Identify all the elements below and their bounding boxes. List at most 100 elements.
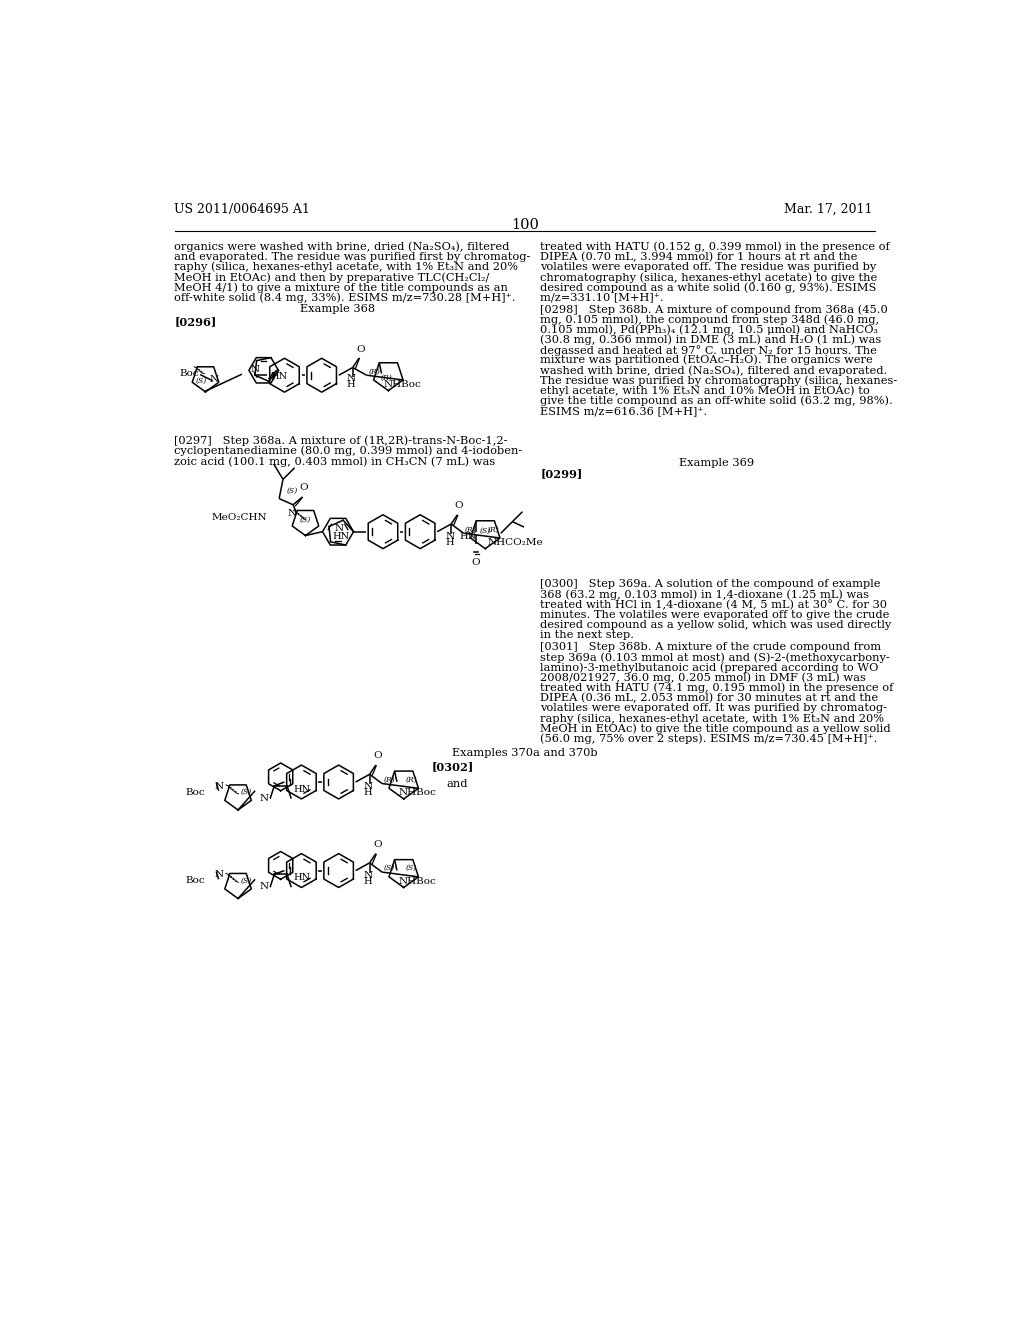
Text: N: N bbox=[210, 375, 219, 384]
Text: (56.0 mg, 75% over 2 steps). ESIMS m/z=730.45 [M+H]⁺.: (56.0 mg, 75% over 2 steps). ESIMS m/z=7… bbox=[541, 734, 878, 744]
Text: N: N bbox=[364, 783, 373, 791]
Text: N: N bbox=[259, 883, 268, 891]
Text: MeO₂CHN: MeO₂CHN bbox=[212, 513, 267, 523]
Text: Boc: Boc bbox=[179, 368, 199, 378]
Text: (S): (S) bbox=[407, 865, 418, 873]
Text: treated with HATU (74.1 mg, 0.195 mmol) in the presence of: treated with HATU (74.1 mg, 0.195 mmol) … bbox=[541, 682, 894, 693]
Text: (S): (S) bbox=[287, 487, 298, 495]
Text: O: O bbox=[373, 840, 382, 849]
Text: (R): (R) bbox=[464, 525, 476, 533]
Text: (S): (S) bbox=[300, 515, 311, 523]
Text: step 369a (0.103 mmol at most) and (S)-2-(methoxycarbony-: step 369a (0.103 mmol at most) and (S)-2… bbox=[541, 652, 890, 663]
Text: (R): (R) bbox=[407, 776, 418, 784]
Text: mg, 0.105 mmol), the compound from step 348d (46.0 mg,: mg, 0.105 mmol), the compound from step … bbox=[541, 314, 880, 325]
Text: MeOH in EtOAc) and then by preparative TLC(CH₂Cl₂/: MeOH in EtOAc) and then by preparative T… bbox=[174, 272, 489, 282]
Text: desired compound as a yellow solid, which was used directly: desired compound as a yellow solid, whic… bbox=[541, 620, 892, 630]
Text: N: N bbox=[364, 871, 373, 879]
Text: mixture was partitioned (EtOAc–H₂O). The organics were: mixture was partitioned (EtOAc–H₂O). The… bbox=[541, 355, 873, 366]
Text: H: H bbox=[347, 380, 355, 389]
Text: N: N bbox=[335, 524, 344, 533]
Text: [0296]: [0296] bbox=[174, 317, 217, 327]
Text: N: N bbox=[346, 374, 355, 383]
Text: 100: 100 bbox=[511, 218, 539, 232]
Text: O: O bbox=[472, 558, 480, 566]
Text: HN: HN bbox=[332, 532, 349, 541]
Text: [0301]   Step 368b. A mixture of the crude compound from: [0301] Step 368b. A mixture of the crude… bbox=[541, 642, 882, 652]
Text: volatiles were evaporated off. The residue was purified by: volatiles were evaporated off. The resid… bbox=[541, 261, 877, 272]
Text: ESIMS m/z=616.36 [M+H]⁺.: ESIMS m/z=616.36 [M+H]⁺. bbox=[541, 405, 708, 416]
Text: N: N bbox=[288, 510, 297, 519]
Text: off-white solid (8.4 mg, 33%). ESIMS m/z=730.28 [M+H]⁺.: off-white solid (8.4 mg, 33%). ESIMS m/z… bbox=[174, 293, 516, 304]
Text: HN: HN bbox=[270, 372, 287, 381]
Text: volatiles were evaporated off. It was purified by chromatog-: volatiles were evaporated off. It was pu… bbox=[541, 704, 888, 713]
Text: O: O bbox=[300, 483, 308, 492]
Text: (R): (R) bbox=[369, 368, 380, 376]
Text: cyclopentanediamine (80.0 mg, 0.399 mmol) and 4-iodoben-: cyclopentanediamine (80.0 mg, 0.399 mmol… bbox=[174, 446, 522, 457]
Text: N: N bbox=[214, 870, 223, 879]
Text: [0299]: [0299] bbox=[541, 467, 583, 479]
Text: NHCO₂Me: NHCO₂Me bbox=[487, 537, 544, 546]
Text: Boc: Boc bbox=[186, 788, 206, 797]
Text: MeOH in EtOAc) to give the title compound as a yellow solid: MeOH in EtOAc) to give the title compoun… bbox=[541, 723, 891, 734]
Text: (S): (S) bbox=[241, 788, 252, 796]
Text: (R): (R) bbox=[487, 525, 500, 533]
Text: zoic acid (100.1 mg, 0.403 mmol) in CH₃CN (7 mL) was: zoic acid (100.1 mg, 0.403 mmol) in CH₃C… bbox=[174, 457, 496, 467]
Text: MeOH 4/1) to give a mixture of the title compounds as an: MeOH 4/1) to give a mixture of the title… bbox=[174, 282, 508, 293]
Text: DIPEA (0.36 mL, 2.053 mmol) for 30 minutes at rt and the: DIPEA (0.36 mL, 2.053 mmol) for 30 minut… bbox=[541, 693, 879, 704]
Text: treated with HATU (0.152 g, 0.399 mmol) in the presence of: treated with HATU (0.152 g, 0.399 mmol) … bbox=[541, 242, 890, 252]
Text: washed with brine, dried (Na₂SO₄), filtered and evaporated.: washed with brine, dried (Na₂SO₄), filte… bbox=[541, 366, 888, 376]
Text: chromatography (silica, hexanes-ethyl acetate) to give the: chromatography (silica, hexanes-ethyl ac… bbox=[541, 272, 878, 282]
Text: N: N bbox=[445, 532, 455, 541]
Text: Boc: Boc bbox=[186, 876, 206, 886]
Text: Examples 370a and 370b: Examples 370a and 370b bbox=[452, 748, 598, 758]
Text: O: O bbox=[373, 751, 382, 760]
Text: Example 368: Example 368 bbox=[300, 304, 375, 314]
Text: 368 (63.2 mg, 0.103 mmol) in 1,4-dioxane (1.25 mL) was: 368 (63.2 mg, 0.103 mmol) in 1,4-dioxane… bbox=[541, 590, 869, 601]
Text: ethyl acetate, with 1% Et₃N and 10% MeOH in EtOAc) to: ethyl acetate, with 1% Et₃N and 10% MeOH… bbox=[541, 385, 870, 396]
Text: (S): (S) bbox=[241, 876, 252, 884]
Text: N: N bbox=[259, 793, 268, 803]
Text: treated with HCl in 1,4-dioxane (4 M, 5 mL) at 30° C. for 30: treated with HCl in 1,4-dioxane (4 M, 5 … bbox=[541, 599, 888, 610]
Text: H: H bbox=[364, 876, 373, 886]
Text: (30.8 mg, 0.366 mmol) in DME (3 mL) and H₂O (1 mL) was: (30.8 mg, 0.366 mmol) in DME (3 mL) and … bbox=[541, 334, 882, 345]
Text: Mar. 17, 2011: Mar. 17, 2011 bbox=[783, 203, 872, 216]
Text: N: N bbox=[251, 364, 260, 374]
Text: HN: HN bbox=[460, 532, 477, 541]
Text: Example 369: Example 369 bbox=[680, 458, 755, 467]
Text: DIPEA (0.70 mL, 3.994 mmol) for 1 hours at rt and the: DIPEA (0.70 mL, 3.994 mmol) for 1 hours … bbox=[541, 252, 858, 263]
Text: and: and bbox=[446, 779, 468, 788]
Text: (R): (R) bbox=[381, 374, 392, 381]
Text: organics were washed with brine, dried (Na₂SO₄), filtered: organics were washed with brine, dried (… bbox=[174, 242, 510, 252]
Text: NHBoc: NHBoc bbox=[398, 788, 436, 797]
Text: 0.105 mmol), Pd(PPh₃)₄ (12.1 mg, 10.5 μmol) and NaHCO₃: 0.105 mmol), Pd(PPh₃)₄ (12.1 mg, 10.5 μm… bbox=[541, 325, 879, 335]
Text: The residue was purified by chromatography (silica, hexanes-: The residue was purified by chromatograp… bbox=[541, 375, 898, 385]
Text: [0297]   Step 368a. A mixture of (1R,2R)-trans-N-Boc-1,2-: [0297] Step 368a. A mixture of (1R,2R)-t… bbox=[174, 436, 508, 446]
Text: O: O bbox=[356, 345, 365, 354]
Text: [0298]   Step 368b. A mixture of compound from 368a (45.0: [0298] Step 368b. A mixture of compound … bbox=[541, 304, 888, 314]
Text: degassed and heated at 97° C. under N₂ for 15 hours. The: degassed and heated at 97° C. under N₂ f… bbox=[541, 345, 878, 355]
Text: HN: HN bbox=[294, 784, 311, 793]
Text: NHBoc: NHBoc bbox=[383, 380, 421, 388]
Text: in the next step.: in the next step. bbox=[541, 630, 634, 640]
Text: raphy (silica, hexanes-ethyl acetate, with 1% Et₃N and 20%: raphy (silica, hexanes-ethyl acetate, wi… bbox=[541, 713, 885, 723]
Text: (S): (S) bbox=[197, 376, 207, 384]
Text: HN: HN bbox=[294, 874, 311, 882]
Text: lamino)-3-methylbutanoic acid (prepared according to WO: lamino)-3-methylbutanoic acid (prepared … bbox=[541, 663, 879, 673]
Text: m/z=331.10 [M+H]⁺.: m/z=331.10 [M+H]⁺. bbox=[541, 293, 664, 302]
Text: raphy (silica, hexanes-ethyl acetate, with 1% Et₃N and 20%: raphy (silica, hexanes-ethyl acetate, wi… bbox=[174, 261, 518, 272]
Text: give the title compound as an off-white solid (63.2 mg, 98%).: give the title compound as an off-white … bbox=[541, 396, 893, 407]
Text: (R): (R) bbox=[384, 776, 395, 784]
Text: (S): (S) bbox=[480, 527, 492, 535]
Text: minutes. The volatiles were evaporated off to give the crude: minutes. The volatiles were evaporated o… bbox=[541, 610, 890, 620]
Text: 2008/021927, 36.0 mg, 0.205 mmol) in DMF (3 mL) was: 2008/021927, 36.0 mg, 0.205 mmol) in DMF… bbox=[541, 672, 866, 682]
Text: H: H bbox=[445, 539, 454, 546]
Text: H: H bbox=[364, 788, 373, 797]
Text: and evaporated. The residue was purified first by chromatog-: and evaporated. The residue was purified… bbox=[174, 252, 530, 261]
Text: O: O bbox=[455, 502, 463, 510]
Text: N: N bbox=[214, 781, 223, 791]
Text: US 2011/0064695 A1: US 2011/0064695 A1 bbox=[174, 203, 310, 216]
Text: [0300]   Step 369a. A solution of the compound of example: [0300] Step 369a. A solution of the comp… bbox=[541, 579, 881, 590]
Text: NHBoc: NHBoc bbox=[398, 876, 436, 886]
Text: (S): (S) bbox=[384, 865, 395, 873]
Text: desired compound as a white solid (0.160 g, 93%). ESIMS: desired compound as a white solid (0.160… bbox=[541, 282, 877, 293]
